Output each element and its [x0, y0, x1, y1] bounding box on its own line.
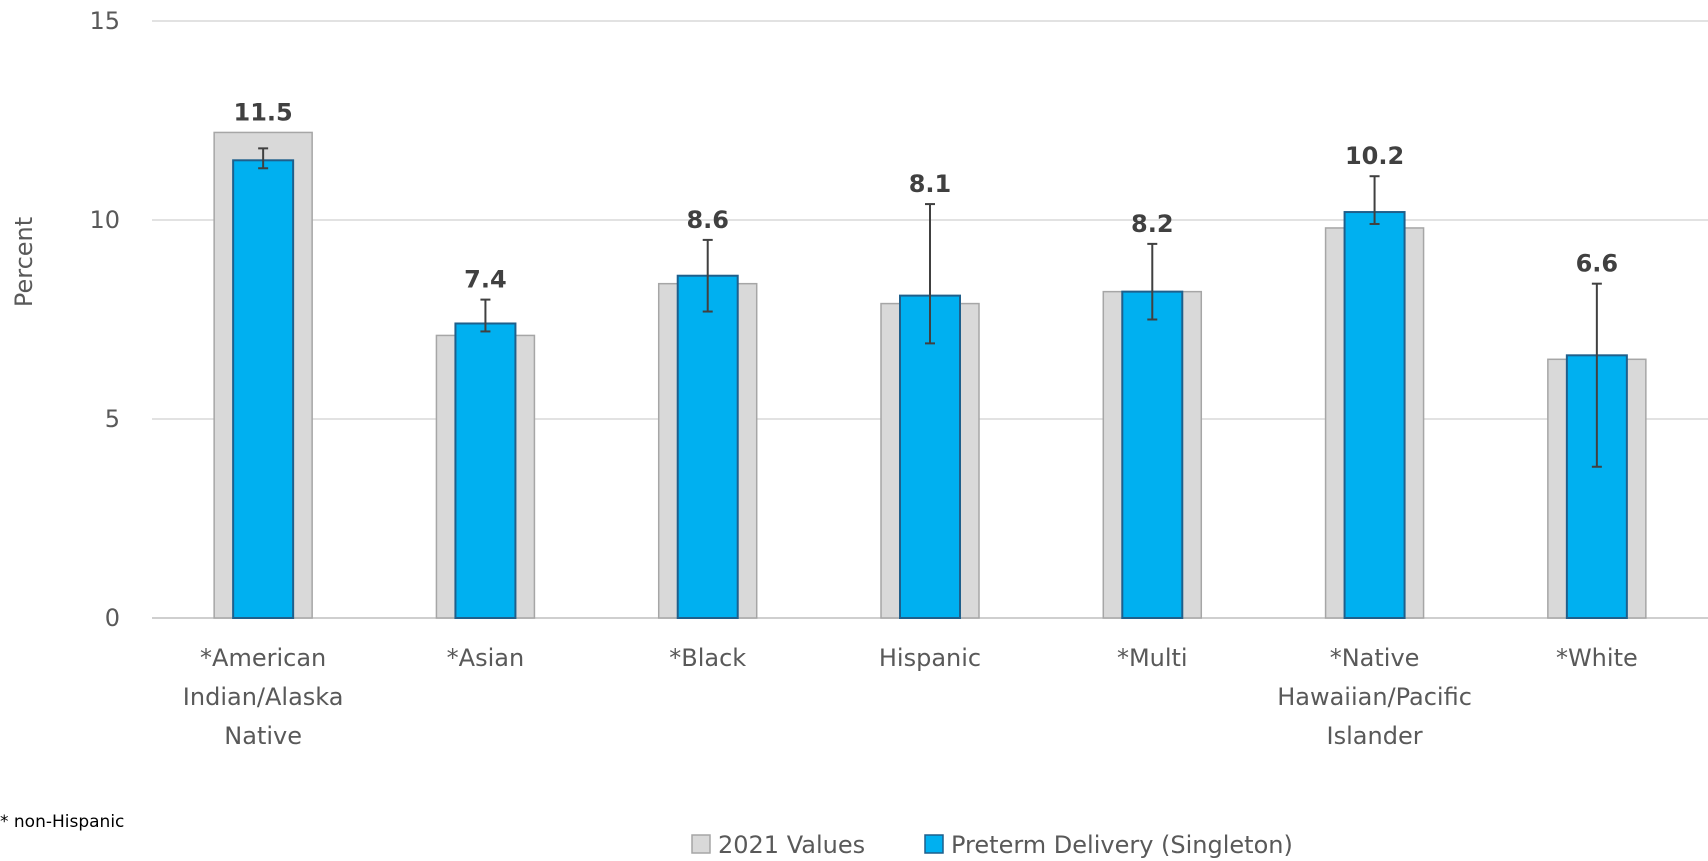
legend-entry: 2021 Values — [718, 831, 865, 859]
x-category-label: *Native Hawaiian/Pacific Islander — [1277, 644, 1472, 750]
error-bar — [1369, 175, 1380, 225]
data-label: 8.6 — [686, 206, 729, 234]
y-tick-label: 0 — [105, 604, 120, 632]
y-tick-label: 15 — [89, 7, 120, 35]
data-label: 11.5 — [234, 98, 293, 126]
error-bar — [480, 298, 491, 333]
y-axis-label: Percent — [10, 217, 38, 307]
legend-swatch — [924, 834, 944, 854]
error-bar — [702, 238, 713, 313]
footnote: * non-Hispanic — [0, 812, 124, 832]
bar-preterm-delivery — [1565, 354, 1628, 619]
error-bar — [1591, 282, 1602, 468]
bar-preterm-delivery — [1121, 290, 1184, 619]
bar-preterm-delivery — [454, 322, 517, 619]
error-bar — [1147, 242, 1158, 321]
data-label: 8.1 — [909, 170, 952, 198]
error-bar — [925, 203, 935, 345]
x-category-label: *Black — [669, 644, 746, 672]
bar-preterm-delivery — [232, 159, 295, 620]
x-category-label: *Asian — [447, 644, 525, 672]
legend-swatch — [691, 834, 711, 854]
data-label: 7.4 — [464, 266, 507, 294]
legend: 2021 Values Preterm Delivery (Singleton) — [691, 831, 1293, 859]
bar-preterm-delivery — [676, 274, 739, 619]
data-label: 6.6 — [1576, 250, 1619, 278]
y-axis-ticks: 0 5 10 15 — [89, 7, 120, 632]
y-tick-label: 5 — [105, 405, 120, 433]
data-label: 8.2 — [1131, 210, 1174, 238]
data-label: 10.2 — [1345, 142, 1404, 170]
bar-preterm-delivery — [1343, 211, 1406, 619]
legend-entry: Preterm Delivery (Singleton) — [951, 831, 1293, 859]
y-tick-label: 10 — [89, 206, 120, 234]
x-category-label: *White — [1556, 644, 1638, 672]
error-bar — [258, 147, 269, 170]
bar-preterm-delivery — [899, 294, 961, 619]
category-labels: *American Indian/Alaska Native *Asian *Black… — [183, 644, 1638, 750]
bars: 11.5 7.4 8.6 8.1 8.2 10.2 6.6 — [213, 98, 1647, 620]
x-category-label: *Multi — [1117, 644, 1188, 672]
x-category-label: Hispanic — [879, 644, 981, 672]
x-category-label: *American Indian/Alaska Native — [183, 644, 344, 750]
